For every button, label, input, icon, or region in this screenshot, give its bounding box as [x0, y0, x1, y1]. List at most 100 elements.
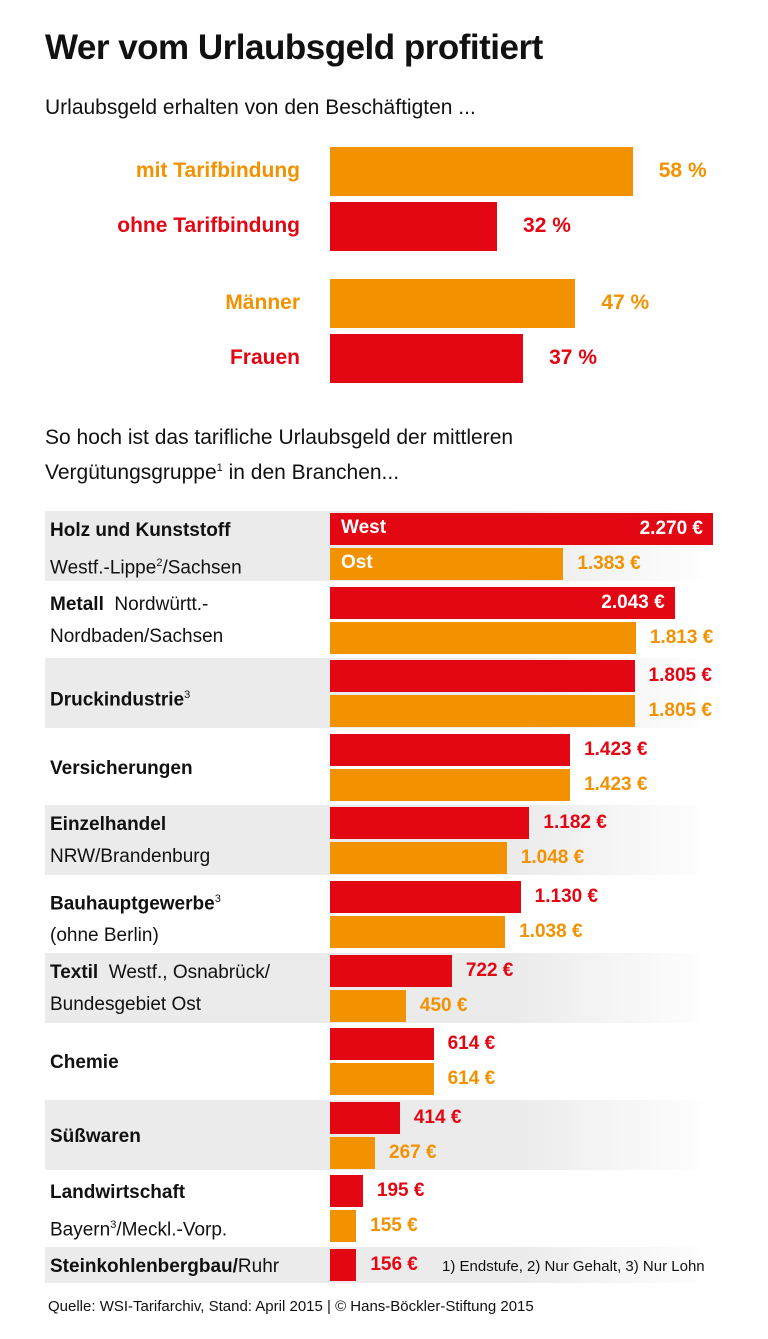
value-label-west: 1.182 €: [543, 812, 607, 833]
category-name: Süßwaren: [50, 1126, 141, 1147]
category-label: Metall Nordwürtt.- Nordbaden/Sachsen: [50, 590, 223, 652]
value-label: 47 %: [601, 291, 650, 314]
category-name: Steinkohlenbergbau/: [50, 1256, 238, 1277]
category-label: Holz und Kunststoff Westf.-Lippe2/Sachsen: [50, 516, 242, 583]
category-name: Chemie: [50, 1052, 119, 1073]
value-label: 58 %: [658, 159, 707, 182]
bar-ost: [330, 769, 571, 801]
value-label: 37 %: [549, 346, 597, 369]
value-label-ost: 1.383 €: [577, 553, 641, 574]
bar-west: [330, 734, 571, 766]
value-label-west: 414 €: [413, 1107, 462, 1128]
value-label-ost: 1.038 €: [519, 921, 583, 942]
bar-ost: [330, 622, 636, 654]
category-region: Westf.-Lippe: [50, 557, 157, 579]
category-region: Bundesgebiet Ost: [50, 994, 202, 1015]
category-label: mit Tarifbindung: [135, 159, 300, 182]
value-label-ost: 267 €: [389, 1142, 437, 1163]
subtitle-top: Urlaubsgeld erhalten von den Beschäftigt…: [45, 96, 476, 119]
category-name: Versicherungen: [50, 758, 193, 779]
value-label-west: 722 €: [465, 960, 514, 981]
footnote-ref: 3: [184, 689, 191, 701]
bar-west: [330, 807, 530, 839]
bar-ost: [330, 548, 564, 580]
value-label: 32 %: [523, 214, 571, 237]
value-label-west: 1.130 €: [534, 886, 599, 907]
category-name: Metall: [50, 594, 104, 615]
bar-ost: [330, 1210, 357, 1242]
value-label-ost: 614 €: [447, 1068, 496, 1089]
category-name: Druckindustrie: [50, 689, 185, 711]
category-label: Textil Westf., Osnabrück/Bundesgebiet Os…: [50, 958, 270, 1020]
footnote-ref: 3: [214, 893, 221, 905]
footnote-ref: 2: [156, 557, 163, 569]
value-label-ost: 1.048 €: [520, 847, 585, 868]
category-label: Chemie: [50, 1048, 119, 1078]
footnotes: 1) Endstufe, 2) Nur Gehalt, 3) Nur Lohn: [442, 1258, 705, 1275]
subtitle-bottom-line1: So hoch ist das tarifliche Urlaubsgeld d…: [45, 426, 514, 449]
bar-west: [330, 660, 635, 692]
legend-west: West: [341, 517, 387, 538]
category-region: Nordbaden/Sachsen: [50, 626, 224, 647]
category-label: Süßwaren: [50, 1122, 141, 1152]
bar-ost: [330, 990, 406, 1022]
category-label: Einzelhandel NRW/Brandenburg: [50, 810, 210, 872]
title: Wer vom Urlaubsgeld profitiert: [45, 28, 543, 67]
category-label: Steinkohlenbergbau/Ruhr: [50, 1252, 279, 1282]
bar-ost: [330, 1137, 376, 1169]
legend-ost: Ost: [341, 552, 373, 573]
category-region-end: /Meckl.-Vorp.: [116, 1219, 228, 1241]
bar-west: [330, 1249, 357, 1281]
category-region: Bayern: [50, 1219, 111, 1241]
category-name: Einzelhandel: [50, 814, 167, 835]
subtitle-text-end: in den Branchen...: [222, 461, 400, 484]
bar-ost: [330, 1063, 434, 1095]
bar-west: [330, 881, 521, 913]
bar-west: [330, 1028, 434, 1060]
value-label-ost: 1.423 €: [584, 774, 648, 795]
category-label: Bauhauptgewerbe3 (ohne Berlin): [50, 884, 221, 951]
category-label: Männer: [225, 291, 300, 314]
bar-ost: [330, 916, 506, 948]
subtitle-bottom-line2: Vergütungsgruppe1 in den Branchen...: [45, 461, 399, 485]
value-label-west: 2.270 €: [639, 518, 703, 539]
value-label-west: 195 €: [376, 1180, 425, 1201]
bar-west: [330, 955, 452, 987]
category-region-end: /Sachsen: [162, 557, 242, 579]
category-name: Textil: [50, 962, 99, 983]
bar-west: [330, 1102, 400, 1134]
value-label-west: 2.043 €: [601, 592, 665, 613]
value-label-west: 156 €: [370, 1254, 418, 1275]
category-name: Bauhauptgewerbe: [50, 893, 215, 915]
row-band: [45, 1247, 715, 1283]
category-region: (ohne Berlin): [50, 925, 159, 947]
value-label-ost: 450 €: [419, 995, 468, 1016]
bar-ost: [330, 695, 635, 727]
bar: [330, 334, 524, 383]
value-label-ost: 1.813 €: [649, 627, 714, 648]
bar-west: [330, 587, 675, 619]
value-label-ost: 1.805 €: [648, 700, 712, 721]
value-label-west: 614 €: [447, 1033, 496, 1054]
category-region: Westf., Osnabrück/: [98, 962, 270, 983]
bar: [330, 147, 633, 196]
category-region: Ruhr: [237, 1256, 280, 1277]
category-label: Frauen: [229, 346, 300, 369]
subtitle-text: Vergütungsgruppe: [45, 461, 217, 484]
bar: [330, 279, 576, 328]
footnote-ref: 1: [216, 462, 223, 474]
category-label: Landwirtschaft Bayern3/Meckl.-Vorp.: [50, 1178, 227, 1245]
value-label-ost: 155 €: [370, 1215, 418, 1236]
footnote-ref: 3: [110, 1219, 117, 1231]
source: Quelle: WSI-Tarifarchiv, Stand: April 20…: [48, 1298, 534, 1315]
value-label-west: 1.423 €: [584, 739, 648, 760]
bar-west: [330, 1175, 363, 1207]
category-label: Versicherungen: [50, 754, 193, 784]
category-name: Holz und Kunststoff: [50, 520, 231, 541]
category-label: ohne Tarifbindung: [117, 214, 300, 237]
bar-ost: [330, 842, 507, 874]
bar: [330, 202, 498, 251]
category-region: NRW/Brandenburg: [50, 846, 211, 867]
category-region: Nordwürtt.-: [103, 594, 209, 615]
